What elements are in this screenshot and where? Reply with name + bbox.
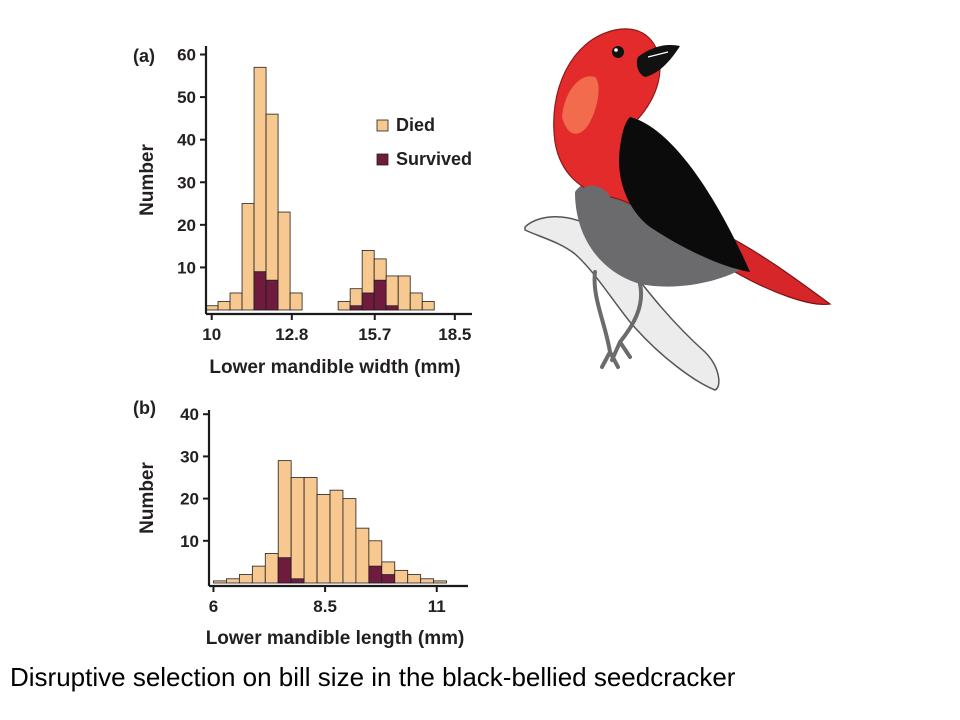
bar-survived <box>368 565 383 584</box>
bird-wing <box>619 117 750 272</box>
histogram-mandible-length: 10 20 30 40 6 8.5 11 (b) Number Lower mandible le… <box>133 398 468 649</box>
bar-died <box>290 477 305 584</box>
bar-died <box>394 569 409 584</box>
bar-died <box>289 292 303 311</box>
y-tick-label: 20 <box>177 216 196 235</box>
y-tick-label: 20 <box>180 490 199 509</box>
seedcracker-bird-illustration <box>524 28 832 391</box>
bar-died <box>421 301 435 311</box>
bar-survived <box>290 578 305 584</box>
beak-line <box>647 51 669 58</box>
bird-highlight <box>562 76 599 134</box>
y-tick-label: 10 <box>180 532 199 551</box>
y-tick-label: 30 <box>177 173 196 192</box>
bar-survived <box>381 574 396 584</box>
legend-label-survived: Survived <box>396 149 472 169</box>
x-tick-label: 10 <box>202 325 221 344</box>
bar-died <box>277 211 291 311</box>
bar-died <box>420 578 435 584</box>
bar-survived <box>277 557 292 584</box>
y-tick-label: 40 <box>180 405 199 424</box>
legend-label-died: Died <box>396 115 435 135</box>
x-tick-label: 18.5 <box>438 325 471 344</box>
legend-swatch-died <box>376 119 389 132</box>
x-tick-label: 12.8 <box>275 325 308 344</box>
bird-legs <box>592 270 644 369</box>
x-tick-label: 8.5 <box>313 597 337 616</box>
bird-leg-patch <box>580 185 614 227</box>
bar-died <box>342 498 357 584</box>
x-axis-title: Lower mandible length (mm) <box>206 628 465 649</box>
histogram-mandible-width: 10 20 30 40 50 60 10 12.8 15.7 18.5 (a) Number Lower… <box>133 46 472 378</box>
bar-died <box>303 477 318 584</box>
bird-eye <box>612 46 624 58</box>
bird-beak <box>636 45 680 77</box>
bar-died <box>238 574 253 584</box>
y-axis-title: Number <box>137 462 158 534</box>
x-tick-label: 6 <box>209 597 218 616</box>
y-tick-label: 40 <box>177 131 196 150</box>
bar-died <box>355 527 370 584</box>
y-tick-label: 30 <box>180 447 199 466</box>
bar-died <box>226 578 240 584</box>
bird-eye-shine <box>614 48 618 52</box>
bar-died <box>213 580 227 584</box>
y-axis-title: Number <box>137 144 158 216</box>
bar-died <box>433 580 447 584</box>
bar-died <box>407 574 422 584</box>
bar-died <box>251 565 266 584</box>
figure-caption: Disruptive selection on bill size in the… <box>10 662 736 692</box>
y-tick-label: 60 <box>177 46 196 65</box>
x-tick-label: 15.7 <box>358 325 391 344</box>
x-axis-title: Lower mandible width (mm) <box>209 357 460 378</box>
legend-swatch-survived <box>376 153 389 166</box>
y-tick-label: 10 <box>177 258 196 277</box>
bar-died <box>316 493 331 584</box>
panel-label: (a) <box>133 46 155 66</box>
x-tick-label: 11 <box>428 597 446 616</box>
bar-died <box>329 489 344 584</box>
bar-died <box>264 553 279 584</box>
panel-label: (b) <box>133 398 156 418</box>
y-tick-label: 50 <box>177 88 196 107</box>
bird-tail <box>718 230 832 305</box>
